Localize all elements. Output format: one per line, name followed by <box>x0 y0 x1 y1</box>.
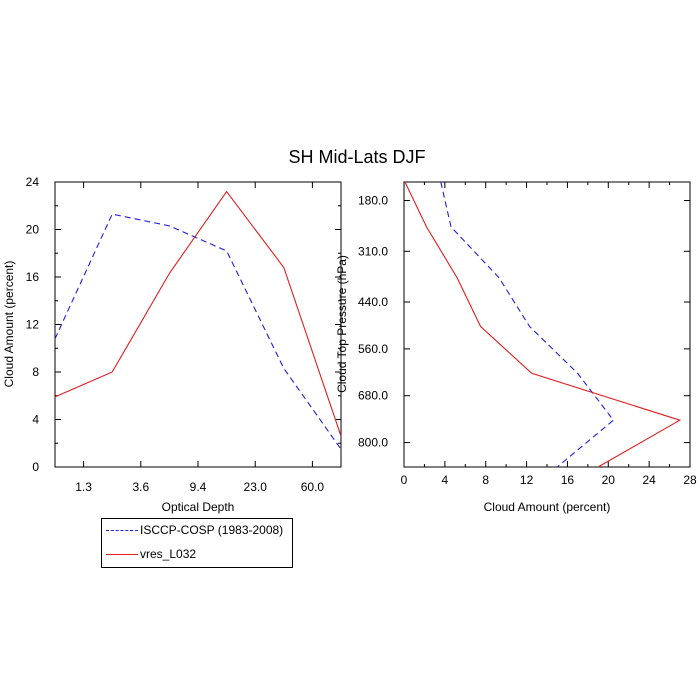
legend-item-model: vres_L032 <box>102 543 292 567</box>
right-x-tick-label: 8 <box>482 473 489 487</box>
left-series-obs-line <box>54 213 342 450</box>
left-y-tick-label: 8 <box>32 365 39 379</box>
left-y-tick-label: 4 <box>32 413 39 427</box>
left-x-tick-label: 23.0 <box>244 480 268 494</box>
left-series-lines <box>54 190 342 450</box>
right-x-tick-label: 24 <box>642 473 656 487</box>
left-chart-panel: 0 4 8 12 16 20 24 1.3 3.6 9.4 23.0 60.0 Optical Dep… <box>2 175 342 514</box>
right-series-lines <box>404 181 682 468</box>
right-y-tick-label: 440.0 <box>358 295 388 309</box>
legend-item-obs: ISCCP-COSP (1983-2008) <box>102 519 292 543</box>
right-y-tick-label: 680.0 <box>358 389 388 403</box>
legend-swatch-solid <box>106 554 138 555</box>
right-x-tick-label: 28 <box>683 473 697 487</box>
left-axis-ticks: 0 4 8 12 16 20 24 1.3 3.6 9.4 23.0 60.0 <box>26 175 341 494</box>
right-axis-ticks: 0 4 8 12 16 20 24 28 180.0 310.0 440.0 560.0 680.0 80… <box>358 182 697 487</box>
left-x-tick-label: 1.3 <box>75 480 92 494</box>
figure-title: SH Mid-Lats DJF <box>288 147 425 167</box>
right-plot-frame <box>403 181 691 468</box>
left-y-tick-label: 20 <box>26 223 40 237</box>
right-x-tick-label: 16 <box>561 473 575 487</box>
right-y-tick-label: 310.0 <box>358 244 388 258</box>
right-x-tick-label: 12 <box>520 473 534 487</box>
left-series-model-line <box>54 190 342 437</box>
left-y-tick-label: 12 <box>26 318 40 332</box>
legend: ISCCP-COSP (1983-2008) vres_L032 <box>101 518 293 568</box>
left-y-tick-label: 0 <box>32 460 39 474</box>
right-series-obs-line <box>440 181 615 468</box>
left-y-tick-label: 24 <box>26 175 40 189</box>
legend-label-model: vres_L032 <box>140 547 197 561</box>
left-x-tick-label: 9.4 <box>190 480 207 494</box>
left-x-axis-label: Optical Depth <box>162 500 235 514</box>
right-chart-panel: 0 4 8 12 16 20 24 28 180.0 310.0 440.0 560.0 680.0 80… <box>335 181 697 514</box>
right-y-axis-label: Cloud Top Pressure (hPa) <box>335 255 349 393</box>
right-series-model-line <box>404 181 682 468</box>
legend-label-obs: ISCCP-COSP (1983-2008) <box>140 523 284 537</box>
right-y-tick-label: 180.0 <box>358 194 388 208</box>
right-x-tick-label: 4 <box>442 473 449 487</box>
right-x-tick-label: 20 <box>602 473 616 487</box>
left-x-tick-label: 3.6 <box>132 480 149 494</box>
right-x-axis-label: Cloud Amount (percent) <box>484 500 611 514</box>
left-x-tick-label: 60.0 <box>301 480 325 494</box>
left-y-axis-label: Cloud Amount (percent) <box>2 261 16 388</box>
left-y-tick-label: 16 <box>26 270 40 284</box>
right-y-tick-label: 800.0 <box>358 436 388 450</box>
left-plot-frame <box>54 181 342 468</box>
legend-swatch-dashed <box>106 530 138 531</box>
right-y-tick-label: 560.0 <box>358 342 388 356</box>
right-x-tick-label: 0 <box>401 473 408 487</box>
